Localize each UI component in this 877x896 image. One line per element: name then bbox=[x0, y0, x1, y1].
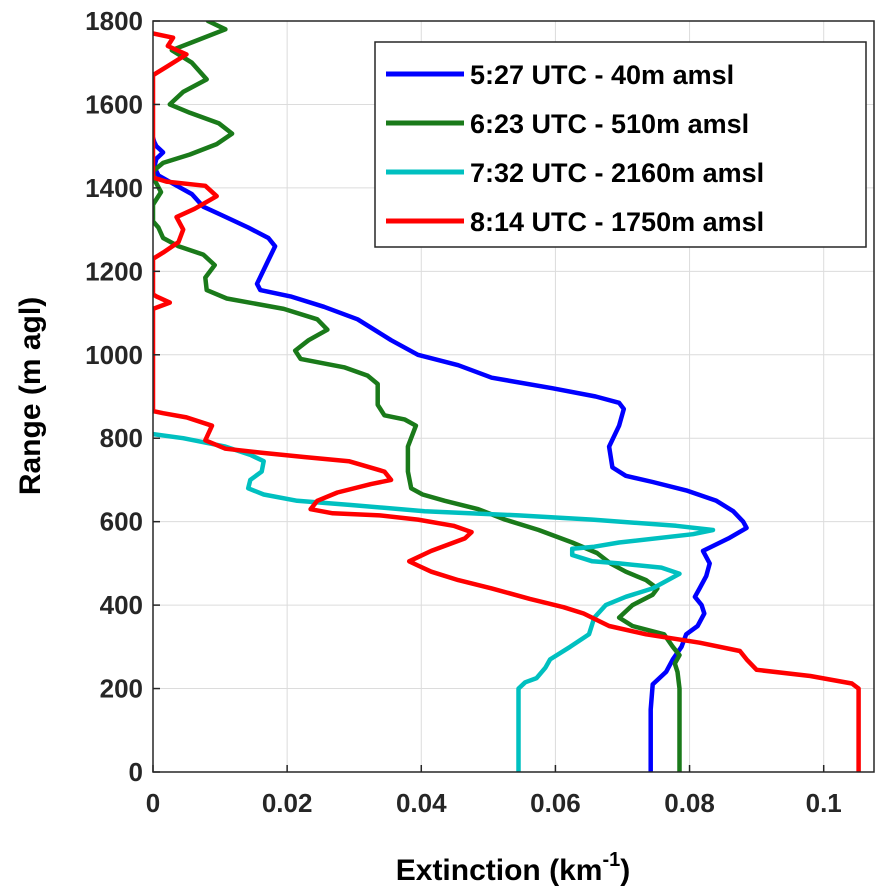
y-tick-label: 400 bbox=[100, 590, 143, 620]
axes-frame bbox=[152, 20, 875, 773]
legend-label-3: 7:32 UTC - 2160m amsl bbox=[470, 158, 764, 188]
x-axis-title: Extinction (km-1) bbox=[396, 849, 631, 887]
series-line-2 bbox=[153, 21, 682, 772]
x-tick-label: 0.02 bbox=[262, 788, 313, 818]
y-tick-label: 0 bbox=[129, 757, 143, 787]
plot-area bbox=[153, 21, 861, 772]
legend: 5:27 UTC - 40m amsl 6:23 UTC - 510m amsl 7… bbox=[374, 41, 867, 248]
y-axis-ticks: 0 200 400 600 800 1000 1200 1400 1600 1800 bbox=[85, 6, 160, 787]
legend-label-4: 8:14 UTC - 1750m amsl bbox=[470, 207, 764, 237]
y-tick-label: 1800 bbox=[85, 6, 143, 36]
y-axis-title: Range (m agl) bbox=[14, 297, 47, 495]
x-tick-label: 0 bbox=[146, 788, 160, 818]
legend-label-2: 6:23 UTC - 510m amsl bbox=[470, 109, 749, 139]
series-line-4 bbox=[153, 31, 861, 772]
y-tick-label: 1000 bbox=[85, 340, 143, 370]
x-axis-ticks: 0 0.02 0.04 0.06 0.08 0.1 bbox=[146, 765, 842, 818]
legend-label-1: 5:27 UTC - 40m amsl bbox=[470, 60, 734, 90]
y-tick-label: 1600 bbox=[85, 89, 143, 119]
x-tick-label: 0.04 bbox=[396, 788, 447, 818]
series-line-1 bbox=[153, 135, 749, 772]
y-tick-label: 200 bbox=[100, 674, 143, 704]
y-tick-label: 600 bbox=[100, 507, 143, 537]
y-tick-label: 1400 bbox=[85, 173, 143, 203]
x-tick-label: 0.08 bbox=[664, 788, 715, 818]
x-tick-label: 0.1 bbox=[806, 788, 842, 818]
series-line-3 bbox=[153, 431, 716, 772]
y-tick-label: 1200 bbox=[85, 256, 143, 286]
x-tick-label: 0.06 bbox=[530, 788, 581, 818]
y-tick-label: 800 bbox=[100, 423, 143, 453]
